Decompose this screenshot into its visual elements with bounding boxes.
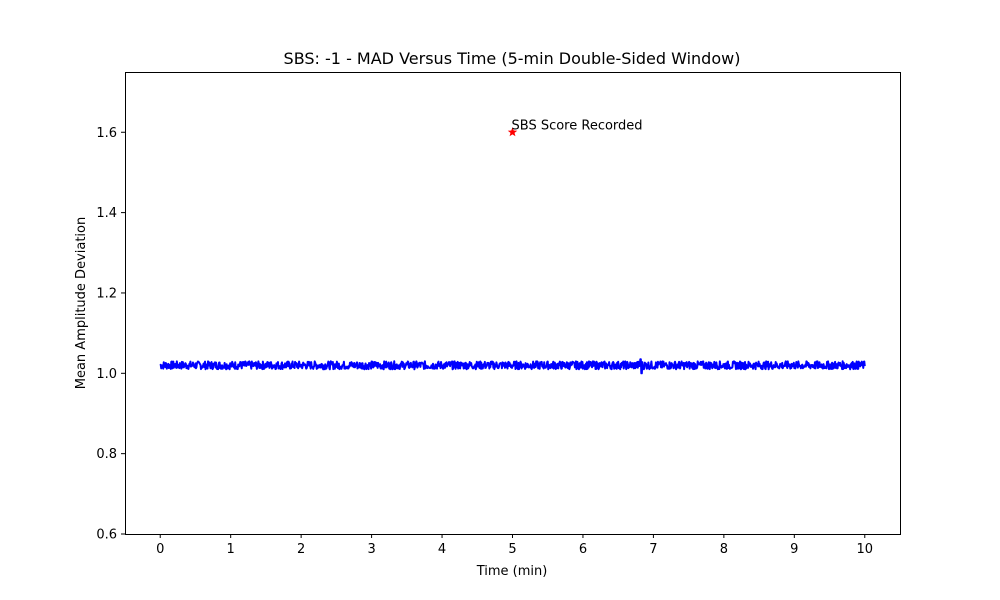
x-tick-label: 8 xyxy=(720,542,728,557)
score-annotation: SBS Score Recorded xyxy=(512,118,643,133)
x-tick-label: 7 xyxy=(649,542,657,557)
x-tick-label: 4 xyxy=(438,542,446,557)
y-tick-label: 1.4 xyxy=(96,206,117,221)
x-tick-label: 0 xyxy=(156,542,164,557)
x-tick-label: 3 xyxy=(367,542,375,557)
y-tick-label: 1.0 xyxy=(96,367,117,382)
x-tick-label: 2 xyxy=(297,542,305,557)
x-tick-label: 1 xyxy=(227,542,235,557)
x-axis-label: Time (min) xyxy=(476,564,548,579)
y-axis-label: Mean Amplitude Deviation xyxy=(74,217,89,390)
y-tick-label: 1.6 xyxy=(96,126,117,141)
y-tick-label: 1.2 xyxy=(96,286,117,301)
chart-title: SBS: -1 - MAD Versus Time (5-min Double-… xyxy=(284,49,741,68)
y-tick-label: 0.6 xyxy=(96,528,117,543)
x-tick-label: 10 xyxy=(856,542,873,557)
y-tick-label: 0.8 xyxy=(96,447,117,462)
plot-frame xyxy=(125,72,901,535)
x-tick-label: 6 xyxy=(579,542,587,557)
score-marker-star xyxy=(507,127,518,137)
mad-series-line xyxy=(159,358,866,375)
x-tick-label: 9 xyxy=(790,542,798,557)
series-layer xyxy=(159,358,866,375)
x-axis: 0 1 2 3 4 5 6 7 8 9 10 xyxy=(156,534,873,557)
y-axis: 0.6 0.8 1.0 1.2 1.4 1.6 xyxy=(96,126,125,543)
x-tick-label: 5 xyxy=(508,542,516,557)
